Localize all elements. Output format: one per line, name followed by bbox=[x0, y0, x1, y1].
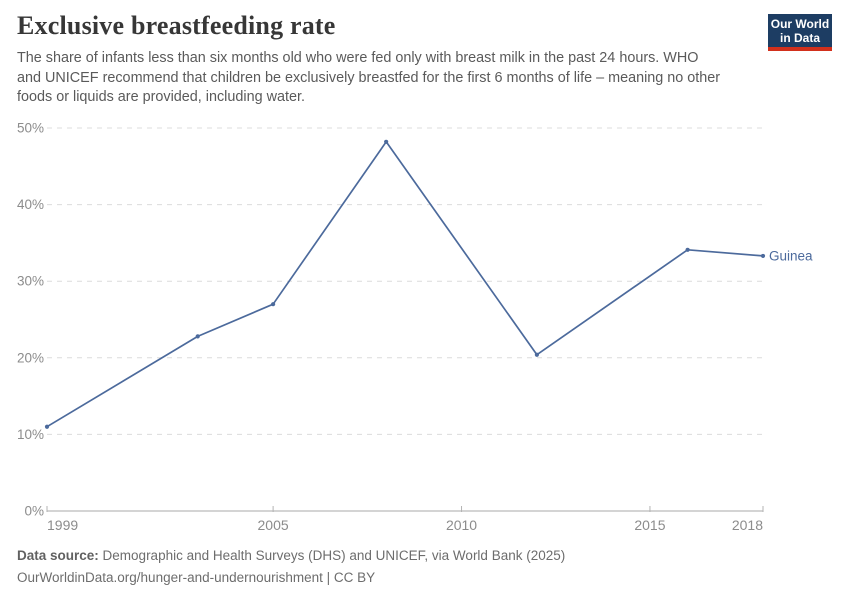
series-line-guinea bbox=[46, 140, 764, 428]
data-point bbox=[44, 424, 50, 429]
y-tick-label: 40% bbox=[17, 197, 44, 212]
data-source-label: Data source: bbox=[17, 548, 99, 563]
owid-logo: Our World in Data bbox=[768, 14, 832, 51]
chart-subtitle: The share of infants less than six month… bbox=[17, 50, 721, 106]
page-title: Exclusive breastfeeding rate bbox=[17, 11, 336, 40]
data-source-line: Data source: Demographic and Health Surv… bbox=[17, 545, 565, 567]
data-point bbox=[384, 139, 389, 144]
x-tick-label: 2015 bbox=[634, 517, 665, 533]
line-chart: 0% 10% 20% 30% 40% 50% 1999 2005 2010 2015 2018 Gui… bbox=[17, 121, 813, 534]
x-tick-label: 2010 bbox=[446, 517, 477, 533]
x-tick-label: 2018 bbox=[732, 517, 763, 533]
footer-url: OurWorldinData.org/hunger-and-undernouri… bbox=[17, 569, 376, 585]
series-end-label: Guinea bbox=[769, 248, 813, 263]
x-tick-label: 1999 bbox=[47, 517, 78, 533]
y-tick-label: 10% bbox=[17, 427, 44, 442]
data-source-text: Demographic and Health Surveys (DHS) and… bbox=[102, 548, 566, 563]
owid-logo-text: Our World in Data bbox=[770, 16, 830, 45]
x-tick-label: 2005 bbox=[258, 517, 289, 533]
y-tick-label: 50% bbox=[17, 121, 44, 136]
data-point bbox=[534, 352, 539, 357]
chart-footer: Data source: Demographic and Health Surv… bbox=[17, 545, 565, 588]
y-tick-label: 20% bbox=[17, 350, 44, 365]
data-point bbox=[271, 302, 276, 307]
y-tick-label: 0% bbox=[24, 504, 44, 519]
data-point bbox=[760, 253, 766, 259]
data-point bbox=[685, 247, 690, 252]
data-point bbox=[195, 334, 200, 339]
y-tick-label: 30% bbox=[17, 274, 44, 289]
